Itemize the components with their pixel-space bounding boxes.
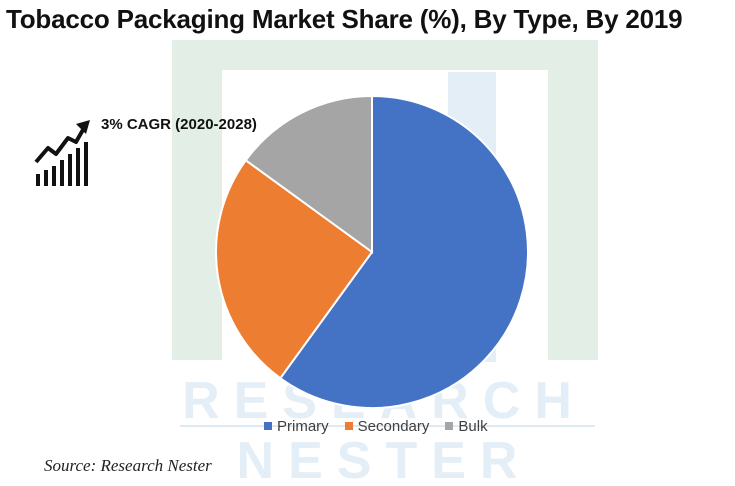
legend-item-bulk: Bulk	[445, 417, 488, 435]
source-note: Source: Research Nester	[44, 456, 212, 475]
growth-chart-icon	[34, 120, 90, 186]
legend-label-secondary: Secondary	[357, 417, 430, 435]
watermark-line2: NESTER	[237, 432, 532, 486]
watermark-frame-top	[172, 40, 598, 70]
legend-swatch-secondary	[344, 422, 353, 430]
legend-item-primary: Primary	[264, 418, 329, 435]
pie-slice-primary	[278, 94, 529, 409]
legend-item-secondary: Secondary	[344, 417, 430, 435]
chart-title: Tobacco Packaging Market Share (%), By T…	[6, 4, 683, 34]
legend: Primary Secondary Bulk	[264, 417, 488, 435]
watermark-frame-left	[172, 40, 222, 360]
pie-slice-secondary	[215, 158, 374, 380]
cagr-annotation: 3% CAGR (2020-2028)	[101, 116, 257, 133]
pie-slice-bulk	[244, 94, 373, 254]
legend-label-bulk: Bulk	[458, 417, 488, 435]
legend-swatch-primary	[264, 422, 272, 430]
legend-swatch-bulk	[445, 422, 454, 430]
watermark-frame-right	[548, 40, 598, 360]
legend-label-primary: Primary	[277, 417, 329, 435]
